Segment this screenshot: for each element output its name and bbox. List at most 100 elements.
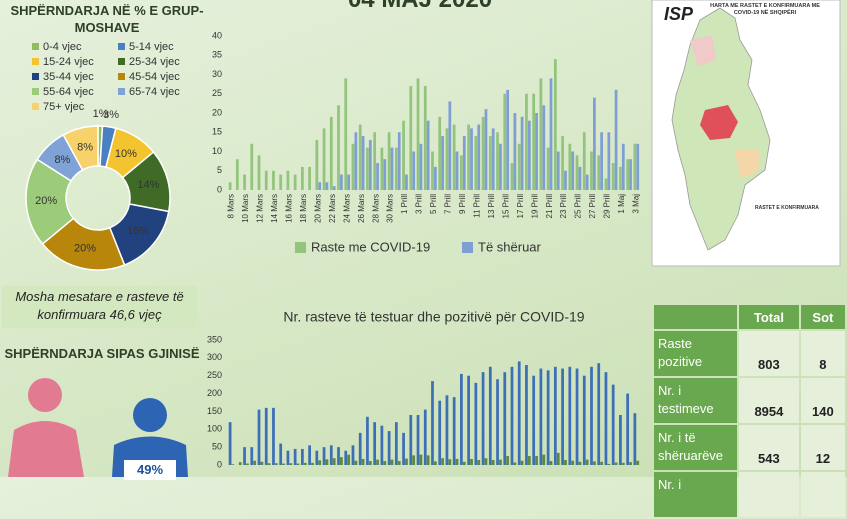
map-region [735,150,760,178]
legend-label: 55-64 vjec [43,86,94,98]
bar [431,151,434,190]
x-tick-label: 20 Mars [313,194,322,223]
x-tick-label: 10 Mars [241,194,250,223]
y-tick-label: 5 [217,165,222,175]
x-tick-label: 5 Prill [429,194,438,214]
bar [621,462,625,465]
bar [387,132,391,190]
bar [499,143,502,190]
x-tick-label: 21 Prill [545,194,554,219]
bar [452,124,456,190]
bar [274,463,278,465]
x-tick-label: 18 Mars [299,194,308,223]
slice-label: 3% [103,109,119,121]
bar [390,459,394,465]
bar [621,143,625,190]
bar [593,97,596,190]
bar [286,170,290,190]
legend-label: 75+ vjec [43,101,85,113]
bar [517,361,521,465]
bar [600,461,603,465]
bar [568,366,572,465]
legend-swatch [32,58,39,65]
bar [303,462,307,465]
bar [614,89,618,190]
male-head [133,398,167,432]
x-tick-label: 12 Mars [256,194,265,223]
bar [322,128,326,190]
slice-label: 8% [54,154,70,166]
bar [445,128,449,190]
x-tick-label: 26 Mars [357,194,366,223]
bar [419,143,423,190]
bar [351,143,355,190]
bar [412,151,416,190]
bar [282,463,285,465]
bar [578,166,582,190]
cell: 803 [739,331,799,376]
bar [293,174,297,190]
bar [402,120,405,190]
bar [561,136,564,190]
bar [539,78,543,190]
bar [354,460,358,465]
bar [423,409,427,465]
bar [525,93,528,190]
bar [416,415,420,465]
bar [546,370,550,465]
bar [228,182,232,190]
bar [488,136,492,190]
y-tick-label: 300 [207,352,222,362]
bar [279,174,283,190]
bar [405,458,408,465]
bar [340,174,343,190]
bar [308,445,311,465]
legend-label: Raste me COVID-19 [311,239,430,254]
bar [250,143,254,190]
bar [438,400,442,465]
y-tick-label: 100 [207,424,222,434]
bar [387,431,391,465]
x-tick-label: 14 Mars [270,194,279,223]
bar [380,147,384,190]
bar [597,155,601,190]
bar [575,155,579,190]
y-tick-label: 0 [217,184,222,194]
bar [246,463,249,465]
bar [467,375,470,465]
bar [636,143,640,190]
bar [373,132,377,190]
bar [629,159,632,190]
cell: 8954 [739,378,799,423]
bar [257,409,261,465]
bar [383,159,387,190]
bar [535,113,538,190]
legend-swatch [32,88,39,95]
bar [231,464,235,465]
bar [593,461,596,465]
bar [308,166,311,190]
summary-table: Total Sot Raste pozitive 803 8 Nr. i tes… [652,303,847,519]
bar [496,132,499,190]
x-tick-label: 13 Prill [487,194,496,219]
legend-swatch [32,103,39,110]
bar [358,124,362,190]
map-region [690,35,716,66]
x-tick-label: 29 Prill [603,194,612,219]
bar [460,373,463,465]
bar [438,116,442,190]
bar [633,143,637,190]
bar [477,124,481,190]
bar [279,443,283,465]
bar [614,462,618,465]
slice-label: 16% [127,225,149,237]
bar [564,170,567,190]
table-header: Sot [800,305,845,329]
bar [517,143,521,190]
bar [619,415,622,465]
bar [513,462,517,465]
bar [626,159,630,190]
bar [332,186,336,190]
cell: 543 [739,425,799,470]
